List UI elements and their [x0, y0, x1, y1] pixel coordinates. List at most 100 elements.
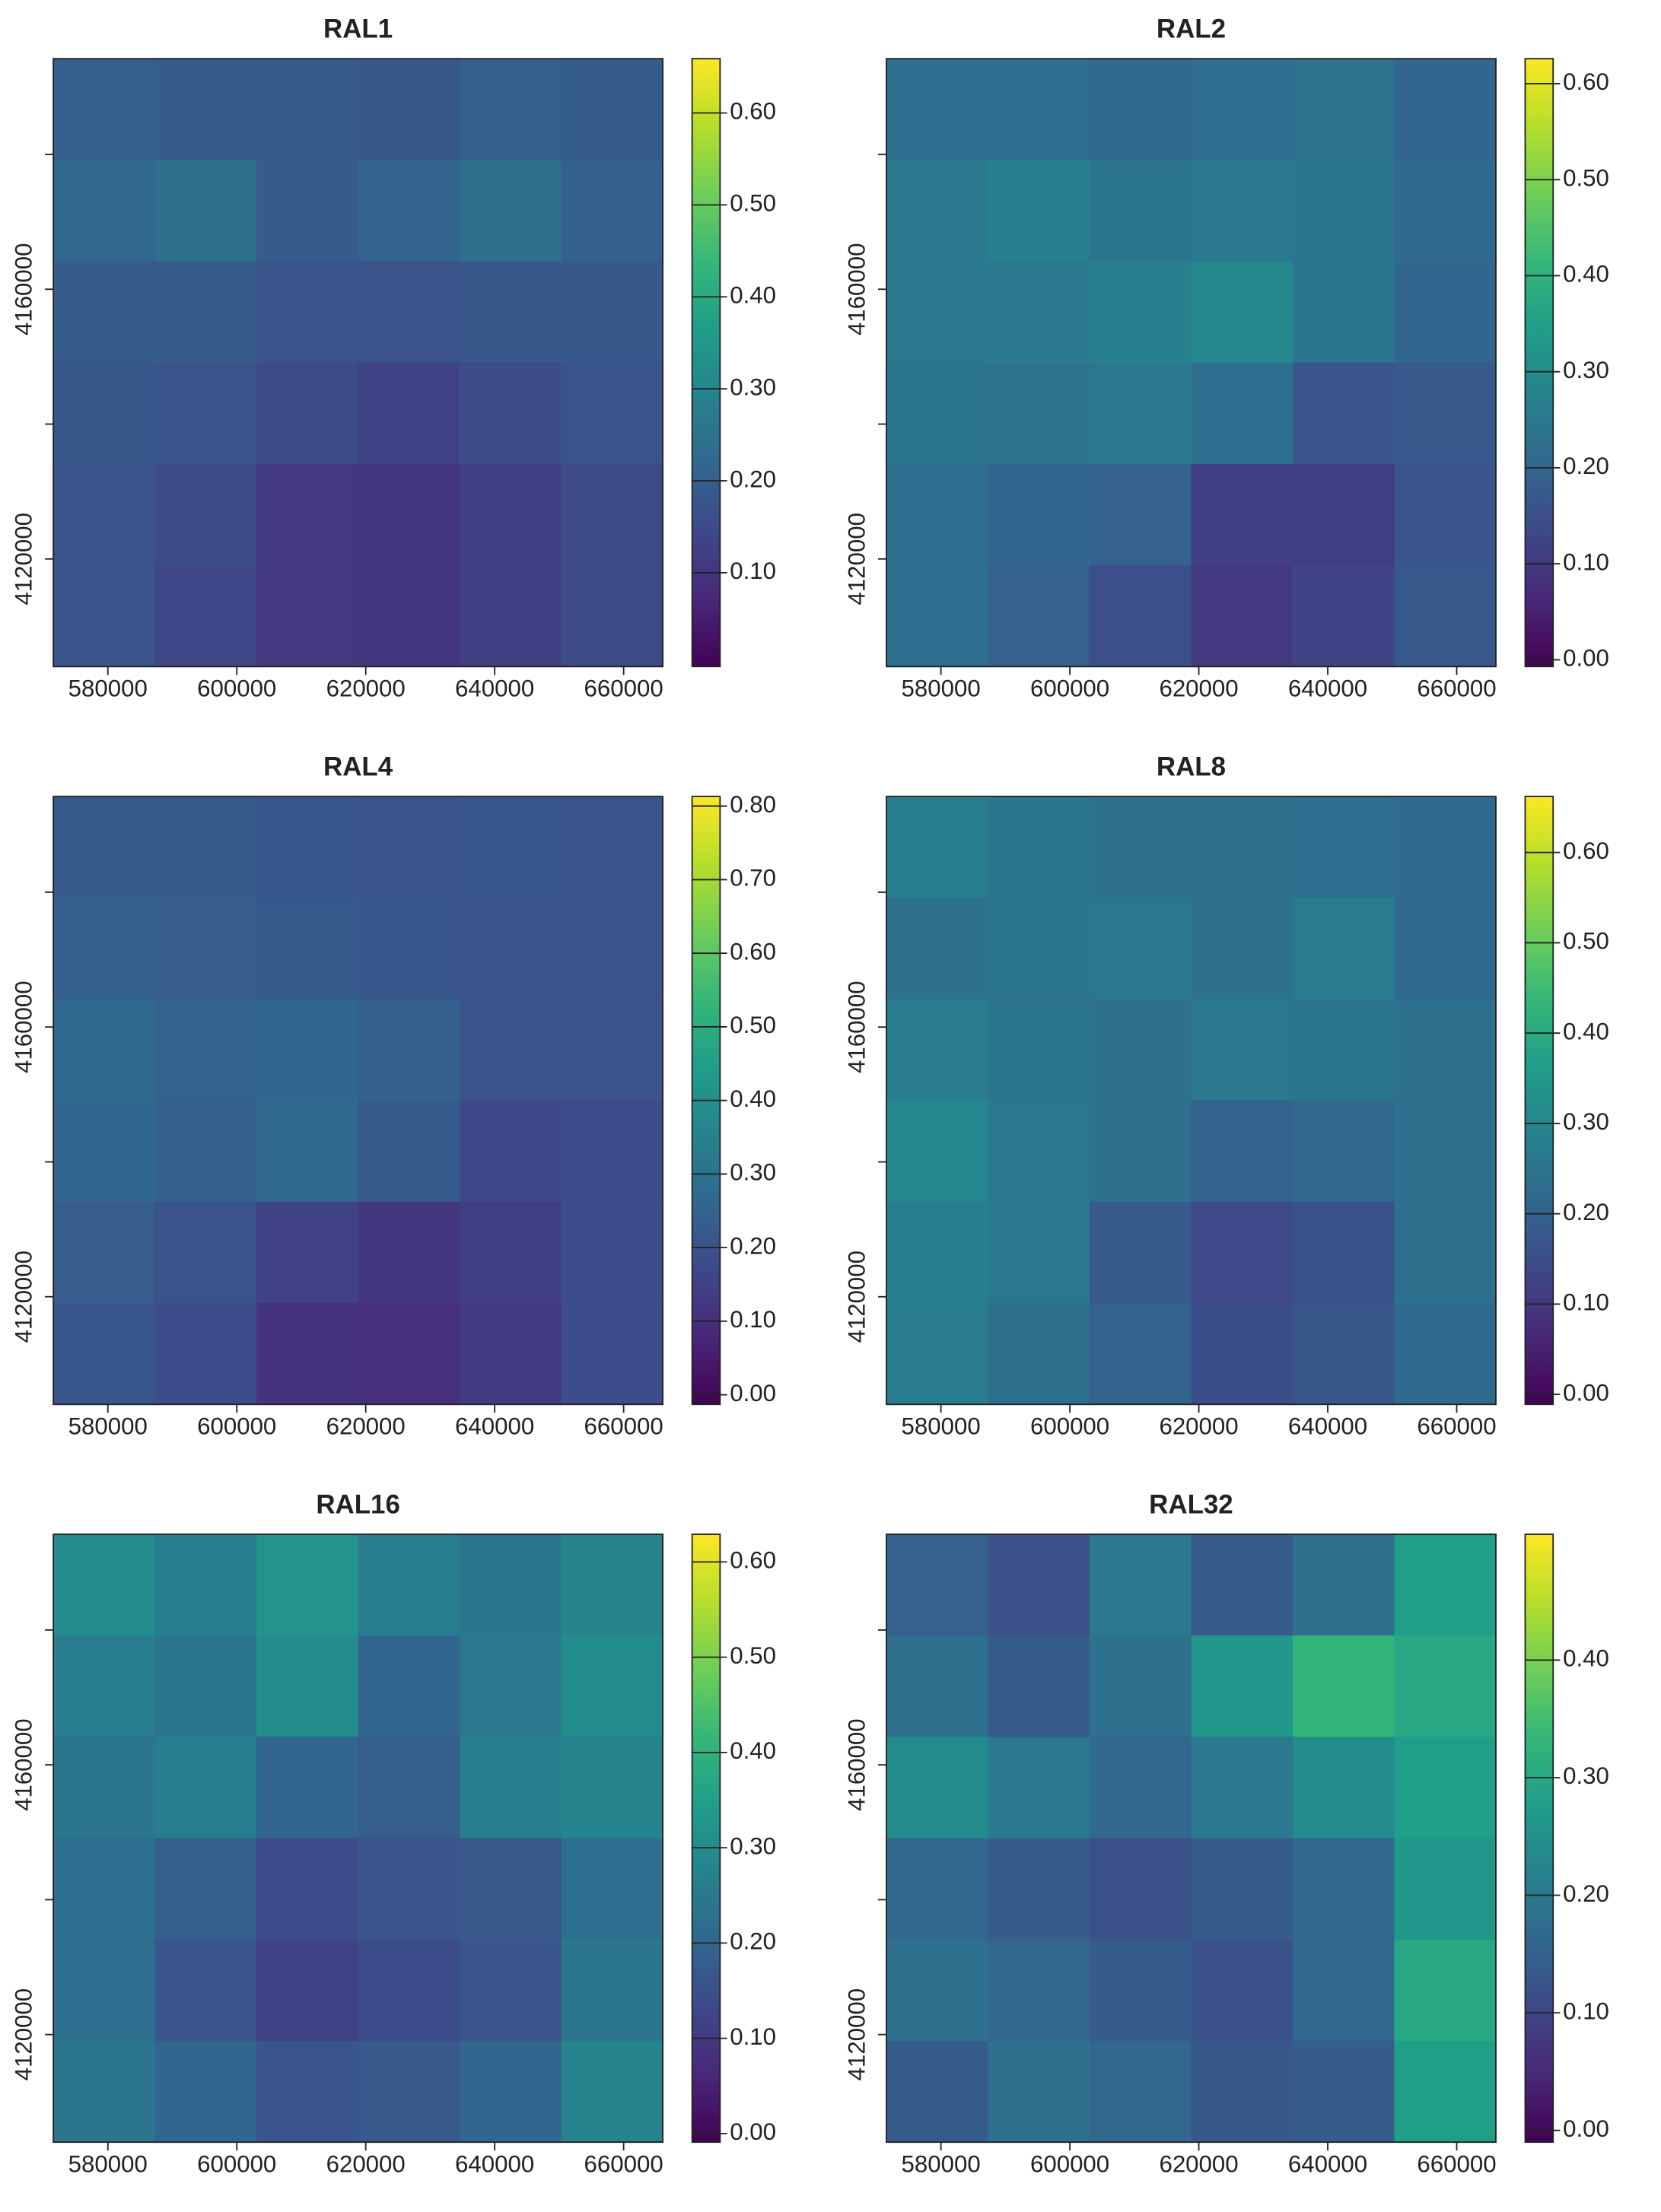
cell — [154, 1939, 258, 2042]
colorbar-tick-label: 0.40 — [730, 1737, 776, 1764]
x-tick-label: 580000 — [902, 1413, 981, 1440]
x-tick-label: 620000 — [1159, 675, 1238, 702]
cell — [1191, 1838, 1293, 1940]
colorbar-tick-label: 0.10 — [730, 1306, 776, 1333]
cell — [1394, 796, 1497, 899]
y-tick-label: 4160000 — [11, 243, 37, 335]
x-tick-label: 660000 — [584, 675, 663, 702]
x-tick-label: 640000 — [455, 675, 534, 702]
colorbar-tick-label: 0.00 — [1563, 1379, 1609, 1406]
cell — [460, 1201, 562, 1304]
cell — [1191, 796, 1293, 899]
cell — [358, 1100, 460, 1203]
cell — [1089, 160, 1192, 262]
cell — [988, 2040, 1090, 2144]
colorbar-tick-label: 0.00 — [1563, 645, 1609, 672]
cell — [561, 796, 663, 899]
x-tick-label: 580000 — [68, 2151, 148, 2178]
cell — [1089, 1737, 1192, 1839]
colorbar-tick-label: 0.20 — [1563, 1880, 1609, 1907]
colorbar-tick-label: 0.40 — [1563, 1645, 1609, 1672]
cell — [1292, 59, 1395, 161]
colorbar-tick-label: 0.20 — [1563, 1199, 1609, 1225]
cell — [460, 898, 562, 1000]
colorbar-tick-label: 0.10 — [1563, 1997, 1609, 2024]
cell — [1191, 463, 1293, 566]
x-tick-label: 600000 — [197, 2151, 276, 2178]
colorbar-tick-label: 0.10 — [730, 2023, 776, 2050]
cell — [561, 362, 663, 465]
cell — [1394, 1201, 1497, 1304]
cell — [1191, 1534, 1293, 1637]
cell — [256, 1303, 359, 1406]
x-tick-label: 580000 — [68, 1413, 148, 1440]
x-tick-label: 600000 — [1030, 675, 1109, 702]
cell — [561, 2040, 663, 2144]
colorbar-tick-label: 0.40 — [730, 282, 776, 309]
cell — [256, 1635, 359, 1738]
x-tick-label: 620000 — [326, 1413, 406, 1440]
cell — [886, 1737, 989, 1839]
cell — [561, 160, 663, 262]
cell — [460, 1939, 562, 2042]
x-tick-label: 640000 — [455, 2151, 534, 2178]
colorbar — [691, 58, 721, 668]
cell — [358, 2040, 460, 2144]
colorbar-tick-label: 0.50 — [1563, 928, 1609, 955]
cell — [1089, 1635, 1192, 1738]
x-tick-label: 640000 — [1288, 1413, 1367, 1440]
cell — [53, 1201, 156, 1304]
cell — [886, 1635, 989, 1738]
cell — [1191, 1100, 1293, 1203]
cell — [154, 1303, 258, 1406]
cell — [460, 1838, 562, 1940]
cell — [1394, 463, 1497, 566]
colorbar-tick-label: 0.30 — [730, 373, 776, 400]
cell — [886, 463, 989, 566]
cell — [256, 1201, 359, 1304]
colorbar-tick-label: 0.60 — [1563, 837, 1609, 864]
plot-frame — [886, 1533, 1497, 2144]
cell — [1292, 1635, 1395, 1738]
cell — [561, 1100, 663, 1203]
cell — [256, 59, 359, 161]
cell — [53, 565, 156, 668]
cell — [988, 463, 1090, 566]
cell — [1292, 1939, 1395, 2042]
cell — [1292, 1838, 1395, 1940]
colorbar-tick-label: 0.10 — [730, 558, 776, 584]
cell — [886, 999, 989, 1101]
cell — [358, 1838, 460, 1940]
cell — [1089, 1534, 1192, 1637]
plot-frame — [53, 1533, 663, 2144]
cell — [1292, 1737, 1395, 1839]
panel: RAL1 580000 600000 620000 640000 660000 412000… — [11, 14, 776, 702]
plot-frame — [53, 58, 663, 668]
x-tick-label: 620000 — [326, 2151, 406, 2178]
x-tick-label: 600000 — [1030, 2151, 1109, 2178]
cell — [1089, 1939, 1192, 2042]
colorbar-tick-label: 0.20 — [1563, 453, 1609, 479]
cell — [1394, 1939, 1497, 2042]
colorbar-tick-label: 0.50 — [730, 1012, 776, 1038]
colorbar-tick-label: 0.00 — [730, 1380, 776, 1406]
cell — [988, 160, 1090, 262]
cell — [53, 1100, 156, 1203]
y-tick-label: 4120000 — [11, 1251, 37, 1343]
colorbar-tick-label: 0.00 — [1563, 2115, 1609, 2142]
cell — [886, 261, 989, 364]
cell — [886, 796, 989, 899]
cell — [154, 160, 258, 262]
cell — [988, 261, 1090, 364]
cell — [988, 1939, 1090, 2042]
colorbar-tick-label: 0.60 — [730, 938, 776, 965]
cell — [358, 796, 460, 899]
colorbar-tick-label: 0.50 — [730, 1642, 776, 1669]
cell — [154, 565, 258, 668]
cell — [53, 1737, 156, 1839]
cell — [561, 1737, 663, 1839]
cell — [256, 261, 359, 364]
cell — [358, 565, 460, 668]
colorbar-tick-label: 0.20 — [730, 466, 776, 492]
